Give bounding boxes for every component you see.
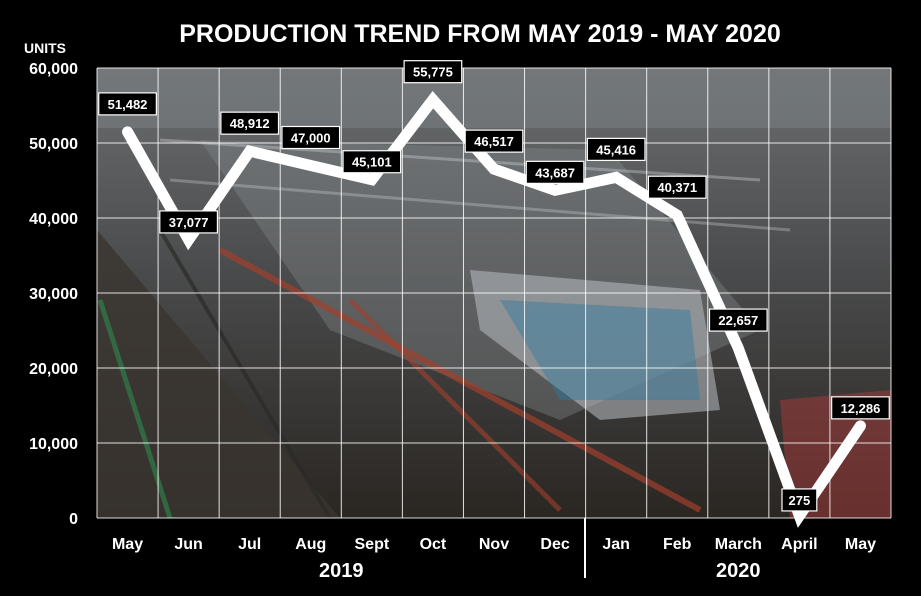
year-group-label: 2019 [319, 560, 364, 582]
data-point [611, 172, 622, 183]
series-line-group [122, 91, 866, 528]
y-tick-label: 20,000 [29, 361, 78, 378]
data-label-box [831, 396, 890, 420]
data-label-box [586, 137, 646, 161]
x-tick-label: Nov [479, 536, 509, 553]
x-tick-label: May [845, 536, 876, 553]
data-label: 46,517 [464, 129, 524, 153]
data-label: 45,416 [586, 137, 646, 161]
data-label: 48,912 [220, 111, 280, 135]
data-label-text: 22,657 [718, 313, 758, 328]
data-label-box [159, 210, 219, 234]
data-point [794, 510, 805, 521]
x-tick-label: Oct [420, 536, 447, 553]
data-label: 40,371 [647, 175, 707, 199]
data-point [550, 185, 561, 196]
x-tick-label: May [112, 536, 143, 553]
x-tick-label: Jan [602, 536, 630, 553]
x-tick-label: Sept [355, 536, 390, 553]
data-label-box [464, 129, 524, 153]
data-label-box [525, 160, 585, 184]
x-tick-label: Jun [174, 536, 202, 553]
data-label-box [342, 150, 402, 174]
data-label: 22,657 [708, 308, 768, 332]
data-label-text: 48,912 [230, 116, 270, 131]
data-label: 45,101 [342, 150, 402, 174]
y-axis-label: UNITS [24, 40, 66, 56]
data-point [305, 160, 316, 171]
data-label-text: 45,101 [352, 155, 392, 170]
x-tick-label: Aug [295, 536, 326, 553]
data-point [489, 164, 499, 175]
data-label: 55,775 [403, 60, 463, 84]
data-label-text: 47,000 [291, 131, 331, 146]
data-label-text: 37,077 [169, 215, 209, 230]
data-label-box [220, 111, 280, 135]
y-tick-label: 50,000 [29, 136, 78, 153]
data-label-box [647, 175, 707, 199]
data-label-text: 46,517 [474, 134, 514, 149]
y-tick-label: 10,000 [29, 436, 78, 453]
x-tick-labels: May Jun Jul Aug Sept Oct Nov Dec Jan Feb March Apri… [112, 536, 876, 553]
y-tick-labels: 0 10,000 20,000 30,000 40,000 50,000 60,000 [29, 61, 78, 528]
data-label: 37,077 [159, 210, 219, 234]
data-label-text: 40,371 [657, 180, 697, 195]
data-label: 12,286 [831, 396, 890, 420]
data-label-text: 12,286 [841, 401, 881, 416]
data-label: 275 [781, 488, 818, 512]
y-tick-label: 0 [69, 511, 78, 528]
data-label: 43,687 [525, 160, 585, 184]
data-label-text: 45,416 [596, 142, 636, 157]
data-point [122, 126, 133, 137]
data-point [427, 94, 438, 105]
data-label-text: 51,482 [108, 97, 148, 112]
x-tick-label: Jul [238, 536, 261, 553]
data-label-text: 43,687 [535, 165, 575, 180]
x-tick-label: April [781, 536, 817, 553]
data-point [733, 343, 744, 354]
data-label-text: 55,775 [413, 65, 453, 80]
data-point [244, 146, 255, 157]
data-label-box [403, 60, 463, 84]
data-label-box [708, 308, 768, 332]
data-point [672, 210, 683, 221]
gridlines [96, 67, 892, 519]
data-point [366, 174, 377, 185]
chart-title: PRODUCTION TREND FROM MAY 2019 - MAY 202… [179, 20, 781, 48]
x-tick-label: Feb [663, 536, 692, 553]
data-label-box [781, 488, 818, 512]
y-tick-label: 30,000 [29, 286, 78, 303]
data-label-box [281, 125, 341, 150]
data-point [183, 234, 194, 245]
x-tick-label: Dec [540, 536, 569, 553]
data-label-box [98, 92, 157, 116]
x-tick-label: March [715, 536, 762, 553]
data-label: 47,000 [281, 125, 341, 150]
data-label-text: 275 [789, 493, 811, 508]
data-point [855, 420, 866, 431]
data-label: 51,482 [98, 92, 157, 116]
y-tick-label: 40,000 [29, 211, 78, 228]
data-labels: 51,482 37,077 48,912 47,000 45,101 55,775 46,5… [98, 60, 890, 512]
y-tick-label: 60,000 [29, 61, 78, 78]
year-group-label: 2020 [716, 560, 761, 582]
year-group-labels: 2019 2020 [319, 560, 761, 582]
